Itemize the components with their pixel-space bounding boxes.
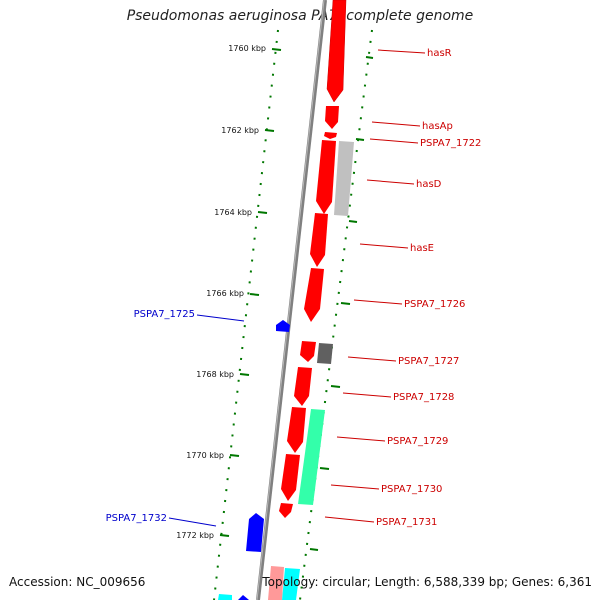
gene-partial-blue-bottom[interactable] [238,595,249,600]
label-hasR[interactable]: hasR [427,48,452,59]
outer-tick [365,56,374,59]
tick-label-1772: 1772 kbp [176,531,214,540]
leader-PSPA7_1730 [330,484,380,490]
label-PSPA7_1731[interactable]: PSPA7_1731 [376,517,437,528]
tick-1766 [249,293,260,296]
leader-PSPA7_1725 [196,314,245,322]
outer-tick [348,220,358,223]
leader-PSPA7_1732 [168,517,217,527]
gene-partial-bottom[interactable] [268,566,284,600]
tick-label-1766: 1766 kbp [206,289,244,298]
outer-tick [355,138,365,141]
outer-dotted-ring [299,29,373,600]
gene-hasAp[interactable] [325,106,339,129]
inner-dotted-ring [213,29,279,600]
label-PSPA7_1725[interactable]: PSPA7_1725 [134,309,195,320]
tick-1764 [257,211,268,214]
label-PSPA7_1729[interactable]: PSPA7_1729 [387,436,448,447]
tick-label-1760: 1760 kbp [228,44,266,53]
tick-1768 [239,373,250,376]
label-hasD[interactable]: hasD [416,179,442,190]
tick-1760 [271,48,282,51]
label-hasE[interactable]: hasE [410,243,434,254]
tick-marks [219,48,374,551]
gene-hasR[interactable] [326,0,347,103]
gene-hasD[interactable] [316,140,336,214]
accession-text: Accession: NC_009656 [9,575,146,589]
gene-PSPA7_1722[interactable] [324,132,337,139]
map-title: Pseudomonas aeruginosa PA7, complete gen… [126,8,474,24]
leader-PSPA7_1731 [324,516,375,523]
label-hasAp[interactable]: hasAp [422,121,453,132]
gene-PSPA7_1727[interactable] [300,341,316,362]
feature-dark-1727[interactable] [317,343,333,364]
tick-label-1762: 1762 kbp [221,126,259,135]
leader-PSPA7_1722 [369,138,419,144]
tick-1762 [264,129,275,132]
label-PSPA7_1722[interactable]: PSPA7_1722 [420,138,481,149]
tick-label-1770: 1770 kbp [186,451,224,460]
outer-tick [330,385,341,388]
tick-label-1768: 1768 kbp [196,370,234,379]
tick-label-1764: 1764 kbp [214,208,252,217]
outer-tick [319,467,330,470]
leader-PSPA7_1727 [347,356,397,362]
outer-tick [309,548,319,551]
feature-cyan-left[interactable] [218,594,232,600]
gene-PSPA7_1731[interactable] [279,503,293,518]
leader-hasR [377,49,426,54]
label-PSPA7_1732[interactable]: PSPA7_1732 [106,513,167,524]
genome-backbone [256,0,327,600]
feature-cyan-bottom[interactable] [282,568,300,600]
gene-PSPA7_1729[interactable] [287,407,306,453]
leader-hasAp [371,121,421,127]
gene-PSPA7_1726[interactable] [304,268,324,322]
outer-tick [340,302,351,305]
label-PSPA7_1726[interactable]: PSPA7_1726 [404,299,465,310]
gene-PSPA7_1732[interactable] [246,513,264,552]
feature-gray-hasD[interactable] [334,141,354,216]
gene-PSPA7_1730[interactable] [281,454,300,501]
label-PSPA7_1730[interactable]: PSPA7_1730 [381,484,442,495]
gene-PSPA7_1725[interactable] [276,320,290,332]
leader-hasE [359,243,409,249]
leader-PSPA7_1726 [353,299,403,305]
genome-summary-text: Topology: circular; Length: 6,588,339 bp… [262,575,592,589]
leader-lines [168,49,426,527]
feature-teal-1729[interactable] [298,409,325,505]
leader-PSPA7_1729 [336,436,386,442]
tick-1772 [219,534,230,537]
label-PSPA7_1727[interactable]: PSPA7_1727 [398,356,459,367]
gene-hasE[interactable] [310,213,328,267]
tick-1770 [229,454,240,457]
leader-PSPA7_1728 [342,392,392,398]
label-PSPA7_1728[interactable]: PSPA7_1728 [393,392,454,403]
genome-backbone-highlight [256,0,325,600]
forward-cds-track [268,0,347,600]
leader-hasD [366,179,415,185]
gene-PSPA7_1728[interactable] [294,367,312,406]
